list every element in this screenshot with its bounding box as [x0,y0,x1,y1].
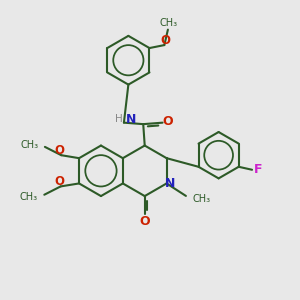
Text: O: O [160,34,170,47]
Text: H: H [115,114,122,124]
Text: CH₃: CH₃ [20,140,38,149]
Text: N: N [165,177,175,190]
Text: O: O [55,144,65,157]
Text: CH₃: CH₃ [159,18,178,28]
Text: O: O [140,214,150,227]
Text: CH₃: CH₃ [20,192,38,202]
Text: O: O [163,115,173,128]
Text: O: O [54,175,64,188]
Text: F: F [254,163,263,176]
Text: N: N [126,112,137,126]
Text: CH₃: CH₃ [193,194,211,204]
